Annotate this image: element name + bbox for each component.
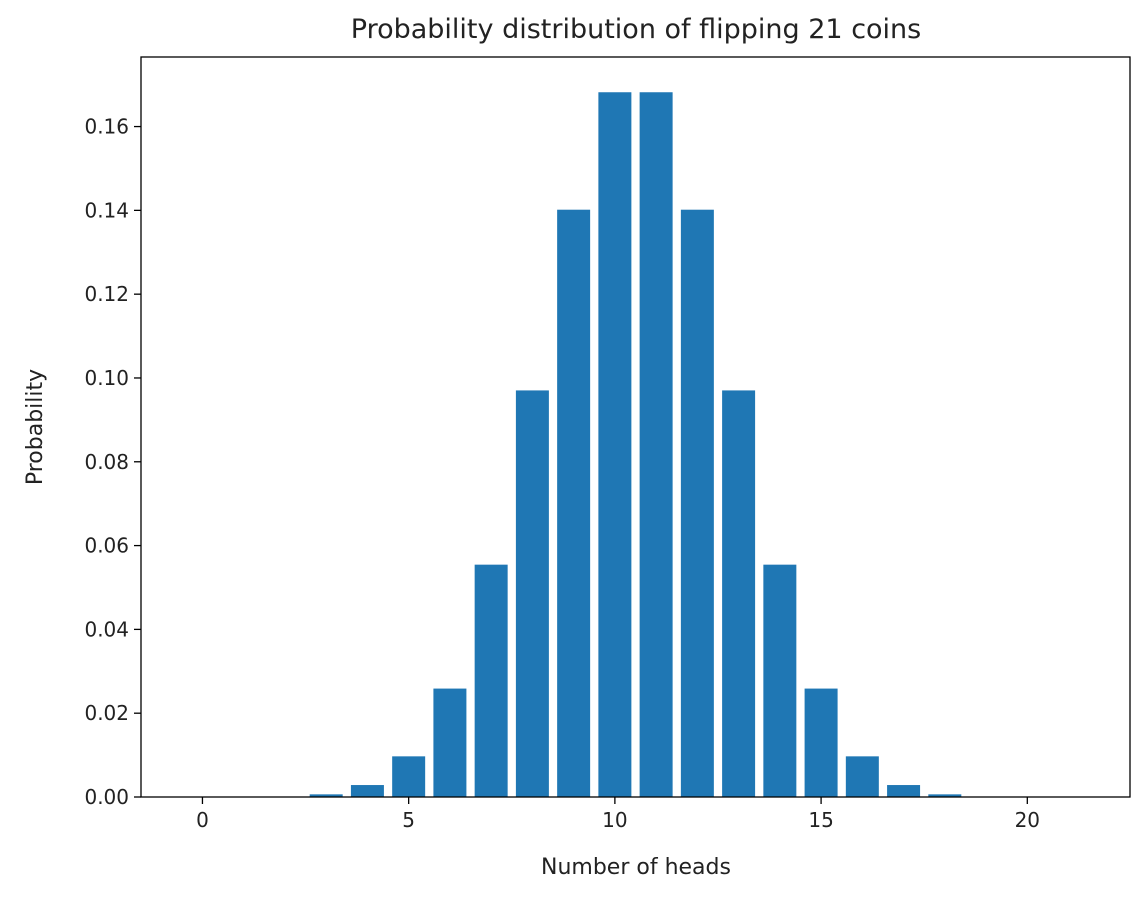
bar-5 <box>392 756 425 797</box>
y-tick-label: 0.08 <box>84 450 129 474</box>
y-tick-label: 0.16 <box>84 115 129 139</box>
bar-13 <box>722 390 755 797</box>
x-tick-label: 20 <box>1015 808 1040 832</box>
bar-12 <box>681 210 714 797</box>
chart-title: Probability distribution of flipping 21 … <box>351 14 921 45</box>
x-axis-label: Number of heads <box>541 855 731 880</box>
y-tick-label: 0.06 <box>84 534 129 558</box>
bar-4 <box>351 785 384 797</box>
bar-17 <box>887 785 920 797</box>
bar-15 <box>805 689 838 797</box>
x-tick-label: 10 <box>602 808 627 832</box>
bar-14 <box>763 565 796 797</box>
bar-6 <box>433 689 466 797</box>
y-tick-label: 0.10 <box>84 366 129 390</box>
y-axis: 0.00 0.02 0.04 0.06 0.08 0.10 0.12 0.14 0.16 <box>84 115 141 809</box>
bar-16 <box>846 756 879 797</box>
bars <box>186 92 1085 797</box>
y-tick-label: 0.02 <box>84 701 129 725</box>
y-tick-label: 0.00 <box>84 785 129 809</box>
plot-frame <box>141 57 1130 797</box>
bar-8 <box>516 390 549 797</box>
y-tick-label: 0.14 <box>84 198 129 222</box>
bar-9 <box>557 210 590 797</box>
bar-10 <box>598 92 631 797</box>
y-tick-label: 0.04 <box>84 617 129 641</box>
y-axis-label: Probability <box>23 369 48 485</box>
bar-7 <box>475 565 508 797</box>
x-tick-label: 5 <box>402 808 415 832</box>
x-axis: 0 5 10 15 20 <box>196 797 1040 832</box>
bar-11 <box>640 92 673 797</box>
x-tick-label: 0 <box>196 808 209 832</box>
x-tick-label: 15 <box>808 808 833 832</box>
y-tick-label: 0.12 <box>84 282 129 306</box>
